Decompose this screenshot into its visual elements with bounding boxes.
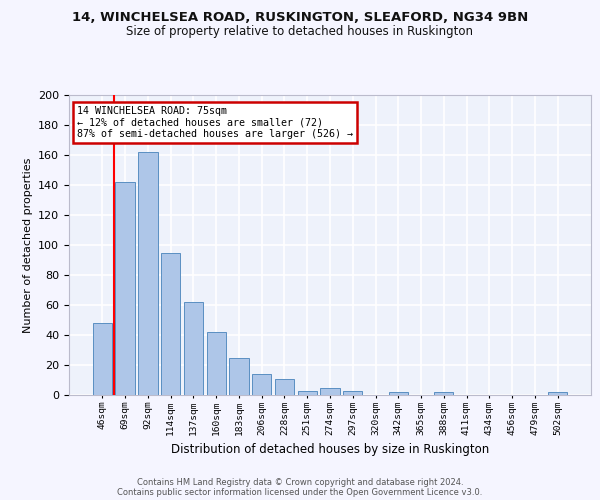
Text: 14 WINCHELSEA ROAD: 75sqm
← 12% of detached houses are smaller (72)
87% of semi-: 14 WINCHELSEA ROAD: 75sqm ← 12% of detac…: [77, 106, 353, 138]
Bar: [434, 392, 454, 395]
X-axis label: Distribution of detached houses by size in Ruskington: Distribution of detached houses by size …: [171, 444, 489, 456]
Y-axis label: Number of detached properties: Number of detached properties: [23, 158, 32, 332]
Bar: [161, 252, 181, 395]
Bar: [93, 323, 112, 395]
Bar: [252, 374, 271, 395]
Text: Contains HM Land Registry data © Crown copyright and database right 2024.
Contai: Contains HM Land Registry data © Crown c…: [118, 478, 482, 497]
Text: Size of property relative to detached houses in Ruskington: Size of property relative to detached ho…: [127, 24, 473, 38]
Bar: [298, 390, 317, 395]
Bar: [275, 378, 294, 395]
Bar: [343, 390, 362, 395]
Text: 14, WINCHELSEA ROAD, RUSKINGTON, SLEAFORD, NG34 9BN: 14, WINCHELSEA ROAD, RUSKINGTON, SLEAFOR…: [72, 11, 528, 24]
Bar: [548, 392, 567, 395]
Bar: [389, 392, 408, 395]
Bar: [206, 332, 226, 395]
Bar: [229, 358, 248, 395]
Bar: [138, 152, 158, 395]
Bar: [115, 182, 135, 395]
Bar: [184, 302, 203, 395]
Bar: [320, 388, 340, 395]
